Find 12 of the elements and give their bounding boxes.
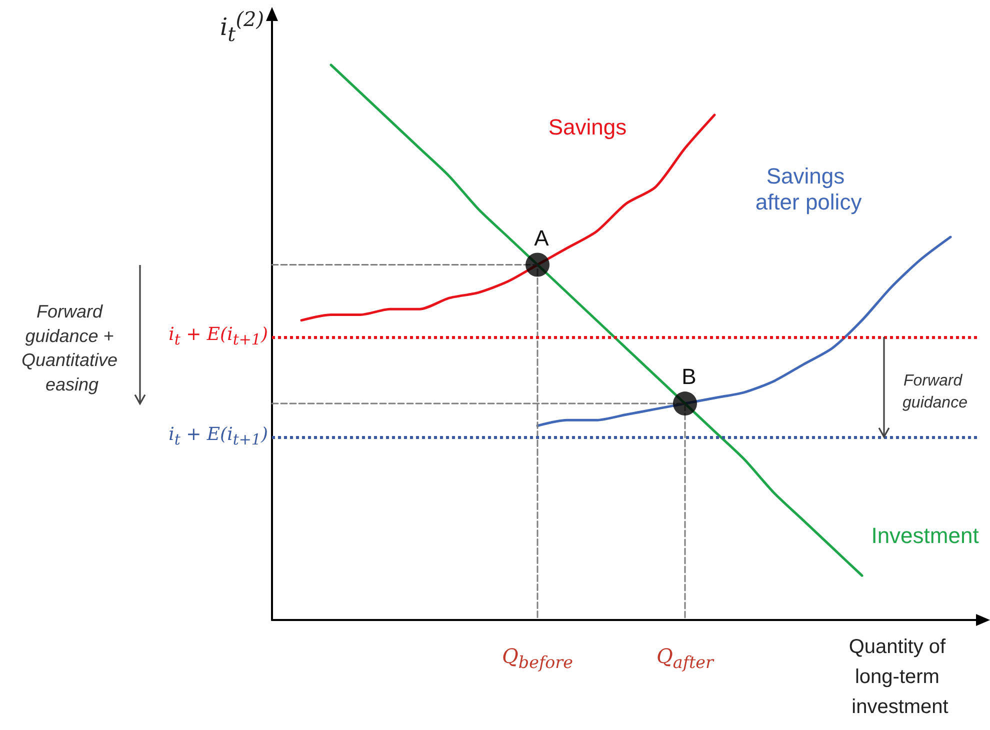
ref-line-label: i$_{t}$ + E(i$_{t+1}$)	[168, 424, 268, 449]
annotation: A	[534, 225, 550, 250]
series-label: Investment	[871, 523, 979, 548]
annotation: Forward guidance	[902, 372, 968, 412]
x-tick-label: Q$_{after}$	[656, 644, 714, 673]
x-tick-label: Q$_{before}$	[502, 644, 573, 673]
text: Savings	[548, 114, 627, 140]
text: Forward guidance + Quantitative easing	[21, 302, 123, 394]
text: Savings after policy	[755, 164, 862, 215]
ref-line-label: i$_{t}$ + E(i$_{t+1}$)	[168, 324, 268, 349]
annotation: B	[682, 364, 696, 390]
x-axis-title: Quantity of long-term investment	[848, 636, 952, 718]
